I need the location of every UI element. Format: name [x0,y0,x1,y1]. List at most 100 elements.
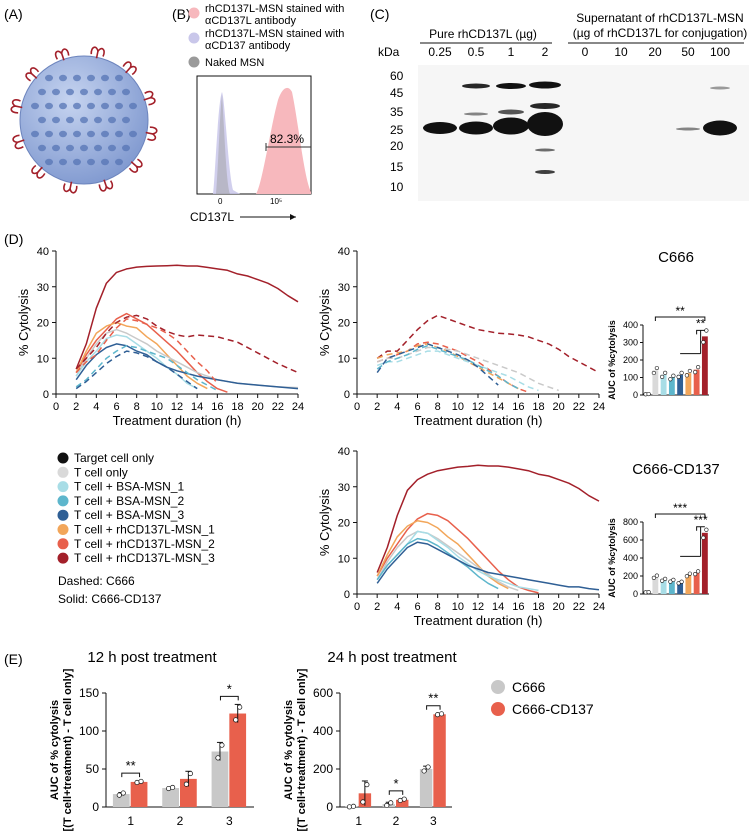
blot-band [676,127,700,131]
x-tick-label: 14 [492,401,504,413]
x-tick-label: 18 [532,601,544,613]
legend-swatch-c666-cd137 [491,702,505,716]
legend-swatch [57,552,69,564]
x-tick-label: 6 [113,401,119,413]
y-tick-label: 200 [623,355,638,365]
msn-pore [52,144,60,152]
blot-band [529,81,561,89]
y-tick-label: 40 [338,446,350,458]
legend-b-3: Naked MSN [205,57,264,69]
series-line [376,350,539,392]
data-point [439,711,445,717]
data-point [679,370,684,375]
histogram-anti-cd137l [256,87,311,194]
data-point [676,374,681,379]
msn-pore [38,116,46,124]
note-dashed: Dashed: C666 [58,574,135,588]
data-point [360,799,366,805]
y-tick-label: 0 [633,390,638,400]
x-tick-label: 10 [452,601,464,613]
x-tick-label: 14 [191,401,203,413]
msn-pore [101,102,109,110]
cd137l-ligand [90,46,105,59]
msn-pore [73,130,81,138]
msn-pore [115,102,123,110]
data-point [679,579,684,584]
data-point [693,370,698,375]
x-tick-label: 18 [532,401,544,413]
msn-pore [31,102,39,110]
x-tick-label: 14 [492,601,504,613]
y-axis-label: % Cytolysis [317,288,332,356]
data-point [651,575,656,580]
blot-band [535,148,555,152]
y-tick-label: 0 [326,800,333,814]
bar [685,574,692,594]
msn-pore [101,74,109,82]
legend-label: Target cell only [74,451,154,465]
e-legend-c666-cd137: C666-CD137 [512,701,594,717]
blot-band [464,112,488,116]
msn-pore [45,102,53,110]
series-line [75,334,198,390]
data-point [663,576,668,581]
msn-pore [38,88,46,96]
e-title-12h: 12 h post treatment [87,649,217,666]
msn-pore [115,130,123,138]
msn-pore [73,158,81,166]
y-tick-label: 30 [338,282,350,294]
data-point [651,370,656,376]
msn-pore [122,116,130,124]
bar [180,778,197,807]
cd137l-ligand [12,134,25,150]
lane-label: 0 [582,45,589,59]
data-point [646,590,651,595]
x-tick-label: 1 [355,814,362,828]
flow-histogram: rhCD137L-MSN stained with αCD137L antibo… [188,3,344,224]
msn-pore [38,144,46,152]
series-line [376,537,499,590]
data-point [668,579,673,584]
bar [652,576,659,594]
msn-pore [31,130,39,138]
x-tick-label: 12 [472,601,484,613]
series-line [75,318,218,384]
legend-swatch [57,452,69,464]
bar [701,532,708,594]
blot-group2-title-1: Supernatant of rhCD137L-MSN [576,11,743,25]
lane-label: 20 [648,45,662,59]
x-tick-label: 22 [272,401,284,413]
kda-marker: 15 [390,160,404,174]
kda-marker: 60 [390,69,404,83]
msn-pore [66,144,74,152]
bar [668,580,675,594]
kda-marker: 20 [390,139,404,153]
significance-label: *** [673,501,687,515]
msn-pore [94,116,102,124]
x-tick-label: 2 [393,814,400,828]
legend-label: T cell + BSA-MSN_2 [74,494,184,508]
data-point [187,771,193,777]
cd137l-ligand [143,90,156,106]
blot-band [530,103,560,109]
msn-pore [52,116,60,124]
msn-illustration [10,46,158,194]
cd137l-ligand [31,164,46,179]
flow-tick-1e5: 10⁵ [270,197,282,206]
msn-pore [87,102,95,110]
msn-pore [87,130,95,138]
y-tick-label: 200 [313,762,333,776]
x-tick-label: 3 [226,814,233,828]
x-tick-label: 20 [553,601,565,613]
msn-pore [73,102,81,110]
data-point [671,373,676,378]
legend-label: T cell + BSA-MSN_3 [74,508,184,522]
legend-swatch-naked-msn [188,56,200,68]
x-tick-label: 8 [435,601,441,613]
histogram-anti-cd137 [213,92,240,194]
data-point [687,368,692,374]
bar [112,794,130,807]
gate-percentage: 82.3% [270,132,304,146]
